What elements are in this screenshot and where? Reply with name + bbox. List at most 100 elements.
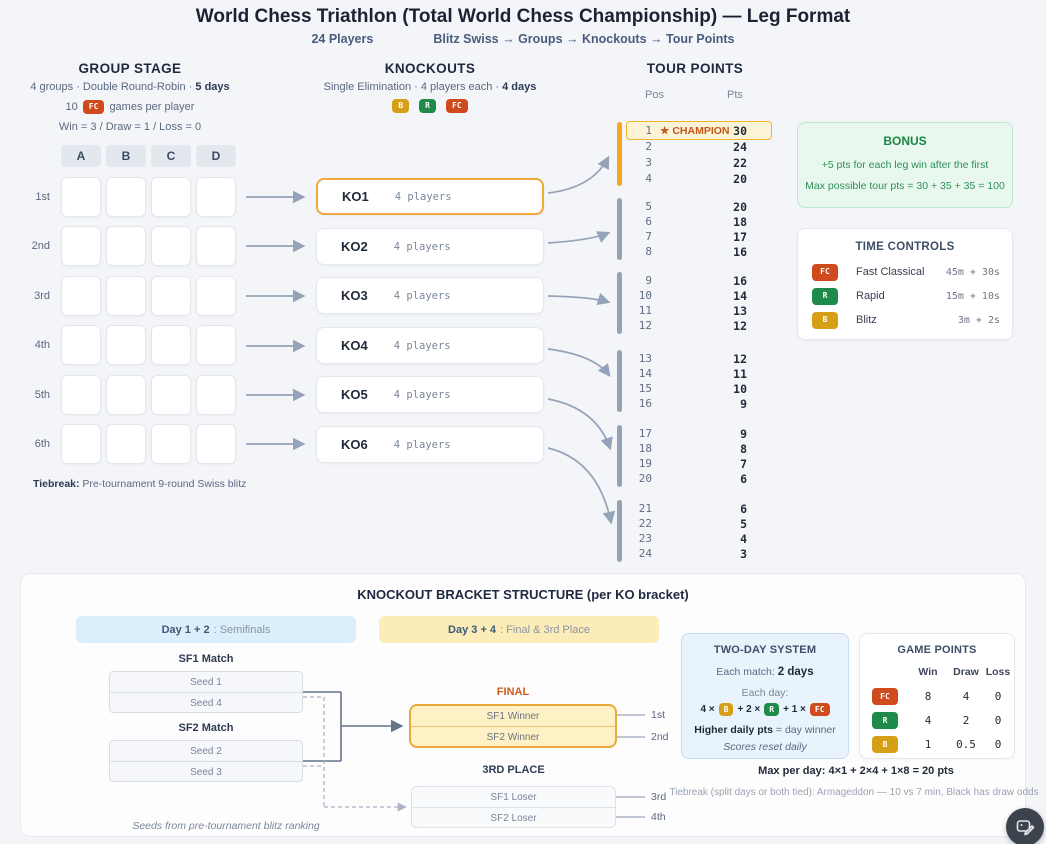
time-control-time: 45m + 30s xyxy=(945,266,1000,278)
group-cell xyxy=(151,177,191,217)
two-day-system-card: TWO-DAY SYSTEM Each match: 2 days Each da… xyxy=(681,633,849,759)
bonus-card: BONUS +5 pts for each leg win after the … xyxy=(797,122,1013,208)
tour-pos: 21 xyxy=(638,502,652,515)
col-loss: Loss xyxy=(985,666,1011,678)
day34-banner: Day 3 + 4 : Final & 3rd Place xyxy=(379,616,659,643)
tour-pts: 9 xyxy=(740,427,747,441)
final-slot: SF2 Winner xyxy=(486,731,540,743)
tour-pts: 13 xyxy=(733,304,747,318)
tour-pts: 10 xyxy=(733,382,747,396)
ko-players: 4 players xyxy=(393,438,451,451)
tour-pos: 15 xyxy=(638,382,652,395)
points-bar-group2 xyxy=(617,198,622,260)
rapid-badge: R xyxy=(764,703,780,716)
gp-value: 0.5 xyxy=(956,738,976,751)
fast-classical-badge: FC xyxy=(82,100,105,114)
pts-header: Pts xyxy=(727,89,743,101)
tour-pos: 7 xyxy=(645,230,652,243)
time-controls-card: TIME CONTROLS FC Fast Classical 45m + 30… xyxy=(797,228,1013,340)
row-label-4th: 4th xyxy=(34,339,50,351)
tour-pos: 24 xyxy=(638,547,652,560)
tour-pts: 11 xyxy=(733,367,747,381)
tour-pos: 22 xyxy=(638,517,652,530)
rapid-badge: R xyxy=(812,287,838,305)
group-cell xyxy=(61,226,101,266)
ko-box-5: KO5 4 players xyxy=(316,376,544,413)
fast-classical-badge: FC xyxy=(812,263,838,281)
gp-value: 4 xyxy=(924,714,932,727)
rapid-badge: R xyxy=(419,99,436,113)
group-stage-days: 5 days xyxy=(195,81,230,93)
ko-name: KO4 xyxy=(341,338,368,353)
tour-pts: 3 xyxy=(740,547,747,561)
game-points-card: GAME POINTS Win Draw Loss FC 8 4 0 R 4 2… xyxy=(859,633,1015,759)
knockouts-days: 4 days xyxy=(502,81,537,93)
group-cell xyxy=(196,325,236,365)
place-2nd: 2nd xyxy=(651,731,669,743)
games-per-player: 10 FC games per player xyxy=(10,100,250,114)
group-cell xyxy=(196,276,236,316)
tour-pos: 2 xyxy=(645,140,652,153)
time-control-row: FC Fast Classical 45m + 30s xyxy=(812,263,1000,281)
points-bar-group6 xyxy=(617,500,622,562)
ko-box-4: KO4 4 players xyxy=(316,327,544,364)
group-header-c: C xyxy=(151,145,191,167)
group-tiebreak: Tiebreak: Pre-tournament 9-round Swiss b… xyxy=(33,478,246,490)
tour-pts: 20 xyxy=(733,172,747,186)
time-control-time: 15m + 10s xyxy=(945,290,1000,302)
seeds-note: Seeds from pre-tournament blitz ranking xyxy=(132,820,320,832)
ko-box-1: KO1 4 players xyxy=(316,178,544,215)
day34-bold: Day 3 + 4 xyxy=(448,623,497,636)
tour-pos: 3 xyxy=(645,156,652,169)
formula-text: + 2 × xyxy=(737,704,761,715)
day12-text: : Semifinals xyxy=(213,623,271,636)
row-label-5th: 5th xyxy=(34,389,50,401)
formula-text: + 1 × xyxy=(783,704,806,715)
ko-name: KO2 xyxy=(341,239,368,254)
group-cell xyxy=(196,226,236,266)
tour-pos: 23 xyxy=(638,532,652,545)
third-slot: SF2 Loser xyxy=(490,812,537,824)
group-header-b: B xyxy=(106,145,146,167)
group-cell xyxy=(196,177,236,217)
champion-label: ★ CHAMPION xyxy=(660,125,730,137)
gp-value: 4 xyxy=(962,690,970,703)
tour-pts: 4 xyxy=(740,532,747,546)
tour-pts: 6 xyxy=(740,502,747,516)
games-text: games per player xyxy=(109,101,195,113)
place-3rd: 3rd xyxy=(651,791,667,803)
tour-pos: 1 xyxy=(645,124,652,137)
annotate-button[interactable] xyxy=(1006,808,1044,844)
scores-reset-note: Scores reset daily xyxy=(723,741,807,753)
points-bar-group1 xyxy=(617,122,622,186)
scoring-rule: Win = 3 / Draw = 1 / Loss = 0 xyxy=(58,121,202,133)
seed-slot: Seed 4 xyxy=(190,697,222,709)
tour-pts: 16 xyxy=(733,274,747,288)
time-control-time: 3m + 2s xyxy=(957,314,1000,326)
daily-formula: 4 × B + 2 × R + 1 × FC xyxy=(682,703,848,716)
rapid-badge: R xyxy=(872,712,898,729)
tour-pos: 14 xyxy=(638,367,652,380)
tour-pts: 6 xyxy=(740,472,747,486)
tour-pts: 20 xyxy=(733,200,747,214)
higher-daily-text: = day winner xyxy=(775,724,836,736)
group-cell xyxy=(151,424,191,464)
seed-slot: Seed 1 xyxy=(110,672,302,693)
tour-pts: 12 xyxy=(733,352,747,366)
higher-daily-line: Higher daily pts = day winner xyxy=(682,724,848,736)
gp-value: 8 xyxy=(924,690,932,703)
group-cell xyxy=(106,226,146,266)
blitz-badge: B xyxy=(718,703,734,716)
tour-pos: 5 xyxy=(645,200,652,213)
tour-pos: 6 xyxy=(645,215,652,228)
tour-points-title: TOUR POINTS xyxy=(646,61,744,76)
tour-pts: 9 xyxy=(740,397,747,411)
final-slot: SF1 Winner xyxy=(411,706,615,727)
group-header-a: A xyxy=(61,145,101,167)
row-label-6th: 6th xyxy=(34,438,50,450)
ko-players: 4 players xyxy=(393,388,451,401)
time-control-name: Fast Classical xyxy=(856,266,925,278)
max-per-day: Max per day: 4×1 + 2×4 + 1×8 = 20 pts xyxy=(758,765,954,777)
blitz-badge: B xyxy=(392,99,410,113)
